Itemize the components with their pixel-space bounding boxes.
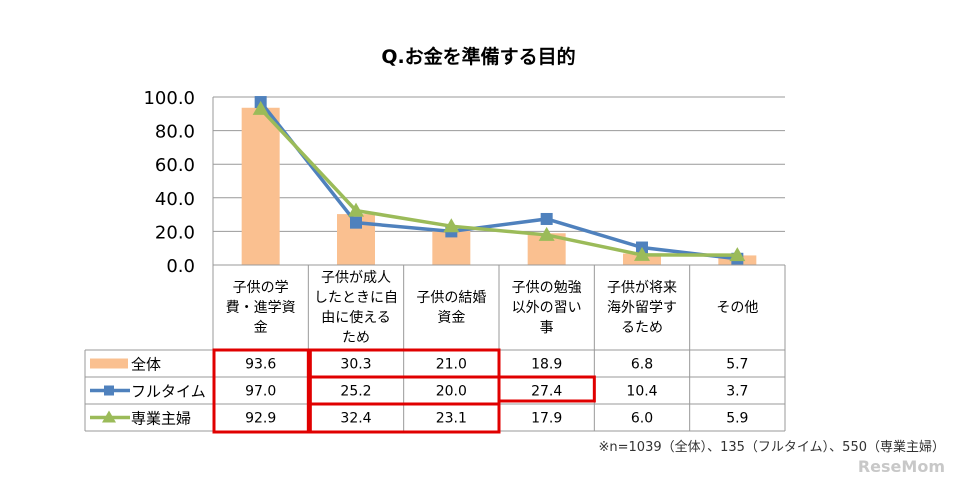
category-label: 子供が将来 bbox=[607, 280, 677, 296]
chart-title: Q.お金を準備する目的 bbox=[381, 46, 576, 68]
table-value: 23.1 bbox=[436, 411, 467, 427]
category-label: ため bbox=[342, 330, 370, 346]
table-value: 6.0 bbox=[631, 411, 653, 427]
marker-triangle bbox=[729, 247, 746, 262]
category-label: 金 bbox=[254, 320, 268, 336]
category-label: 子供の結婚 bbox=[416, 290, 486, 306]
legend-label: 全体 bbox=[131, 356, 161, 374]
legend-label: フルタイム bbox=[131, 383, 206, 401]
table-value: 27.4 bbox=[531, 384, 562, 400]
highlight-box bbox=[497, 375, 596, 403]
category-label: 子供の学 bbox=[233, 280, 289, 296]
table-value: 21.0 bbox=[436, 357, 467, 373]
category-label: したときに自 bbox=[314, 290, 398, 306]
highlight-box bbox=[308, 402, 501, 434]
category-label: 以外の習い bbox=[512, 300, 582, 316]
footnote: ※n=1039（全体）、135（フルタイム）、550（専業主婦） bbox=[598, 440, 945, 455]
category-label: 子供が成人 bbox=[321, 270, 391, 286]
table-value: 3.7 bbox=[726, 384, 748, 400]
table-value: 20.0 bbox=[436, 384, 467, 400]
table-value: 30.3 bbox=[340, 357, 371, 373]
category-label: 子供の勉強 bbox=[512, 280, 582, 296]
legend-marker bbox=[102, 410, 116, 423]
table-value: 18.9 bbox=[531, 357, 562, 373]
marker-square bbox=[350, 216, 362, 229]
highlight-box bbox=[308, 375, 501, 406]
category-label: 費・進学資 bbox=[226, 300, 296, 316]
highlight-box bbox=[308, 348, 501, 379]
marker-square bbox=[540, 212, 553, 225]
marker-triangle bbox=[252, 100, 269, 115]
table-value: 17.9 bbox=[531, 411, 562, 427]
y-tick-label: 60.0 bbox=[155, 155, 195, 176]
category-label: 資金 bbox=[437, 310, 465, 326]
y-tick-label: 100.0 bbox=[143, 88, 195, 109]
y-tick-label: 20.0 bbox=[155, 222, 195, 243]
legend-bar-swatch bbox=[90, 358, 128, 369]
table-value: 10.4 bbox=[626, 384, 657, 400]
series-line-1 bbox=[259, 107, 738, 257]
watermark-logo: ReseMom bbox=[857, 457, 945, 476]
bar-0 bbox=[241, 107, 280, 265]
y-tick-label: 0.0 bbox=[166, 256, 195, 277]
marker-triangle bbox=[634, 246, 650, 261]
series-line-0 bbox=[259, 100, 738, 261]
legend-marker bbox=[104, 385, 114, 396]
y-tick-label: 80.0 bbox=[155, 122, 195, 143]
y-tick-label: 40.0 bbox=[155, 189, 195, 210]
category-label: るため bbox=[621, 320, 663, 336]
marker-triangle bbox=[443, 218, 460, 233]
table-value: 6.8 bbox=[631, 357, 653, 373]
highlight-box bbox=[212, 348, 310, 434]
table-value: 5.7 bbox=[726, 357, 748, 373]
table-value: 32.4 bbox=[340, 411, 371, 427]
table-value: 93.6 bbox=[245, 357, 276, 373]
category-label: その他 bbox=[716, 300, 758, 316]
legend-label: 専業主婦 bbox=[131, 410, 191, 428]
category-label: 由に使える bbox=[321, 309, 391, 326]
table-value: 25.2 bbox=[340, 384, 371, 400]
table-value: 92.9 bbox=[245, 411, 276, 427]
category-label: 海外留学す bbox=[607, 300, 677, 316]
table-value: 97.0 bbox=[245, 384, 276, 400]
marker-triangle bbox=[538, 226, 555, 241]
marker-triangle bbox=[348, 202, 364, 217]
table-value: 5.9 bbox=[726, 411, 748, 427]
category-label: 事 bbox=[540, 320, 554, 336]
